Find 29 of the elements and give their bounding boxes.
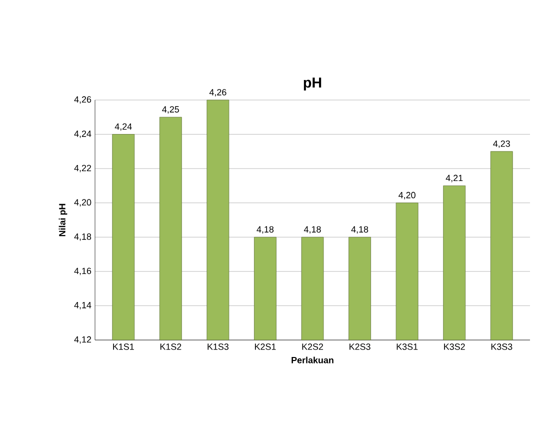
- x-tick-label: K3S3: [491, 344, 512, 350]
- data-label: 4,18: [304, 226, 321, 234]
- y-tick-label: 4,14: [74, 302, 92, 310]
- y-tick-label: 4,22: [74, 164, 92, 172]
- y-tick-label: 4,12: [74, 336, 92, 344]
- data-label: 4,21: [446, 174, 463, 182]
- chart-title: pH: [304, 78, 322, 91]
- x-tick-label: K3S1: [396, 344, 418, 350]
- x-axis-title: Perlakuan: [292, 356, 334, 364]
- y-tick-label: 4,18: [74, 233, 92, 241]
- data-label: 4,18: [351, 226, 368, 234]
- data-label: 4,26: [209, 89, 226, 96]
- x-tick-label: K1S3: [208, 344, 229, 350]
- data-label: 4,20: [398, 192, 416, 200]
- y-tick-label: 4,20: [74, 199, 92, 207]
- x-tick-label: K2S1: [254, 344, 276, 350]
- y-tick-label: 4,26: [74, 96, 92, 104]
- data-label: 4,23: [493, 140, 510, 148]
- data-label: 4,24: [114, 123, 132, 131]
- x-tick-label: K1S1: [113, 344, 134, 350]
- y-tick-label: 4,24: [74, 130, 92, 138]
- x-tick-label: K2S3: [350, 344, 370, 350]
- data-label: 4,18: [256, 226, 274, 234]
- y-axis-title: Nilai pH: [58, 204, 68, 236]
- y-tick-label: 4,16: [74, 268, 92, 276]
- x-tick-label: K3S2: [444, 344, 465, 350]
- x-tick-label: K2S2: [302, 344, 324, 350]
- x-tick-label: K1S2: [160, 344, 182, 350]
- data-label: 4,25: [162, 106, 179, 114]
